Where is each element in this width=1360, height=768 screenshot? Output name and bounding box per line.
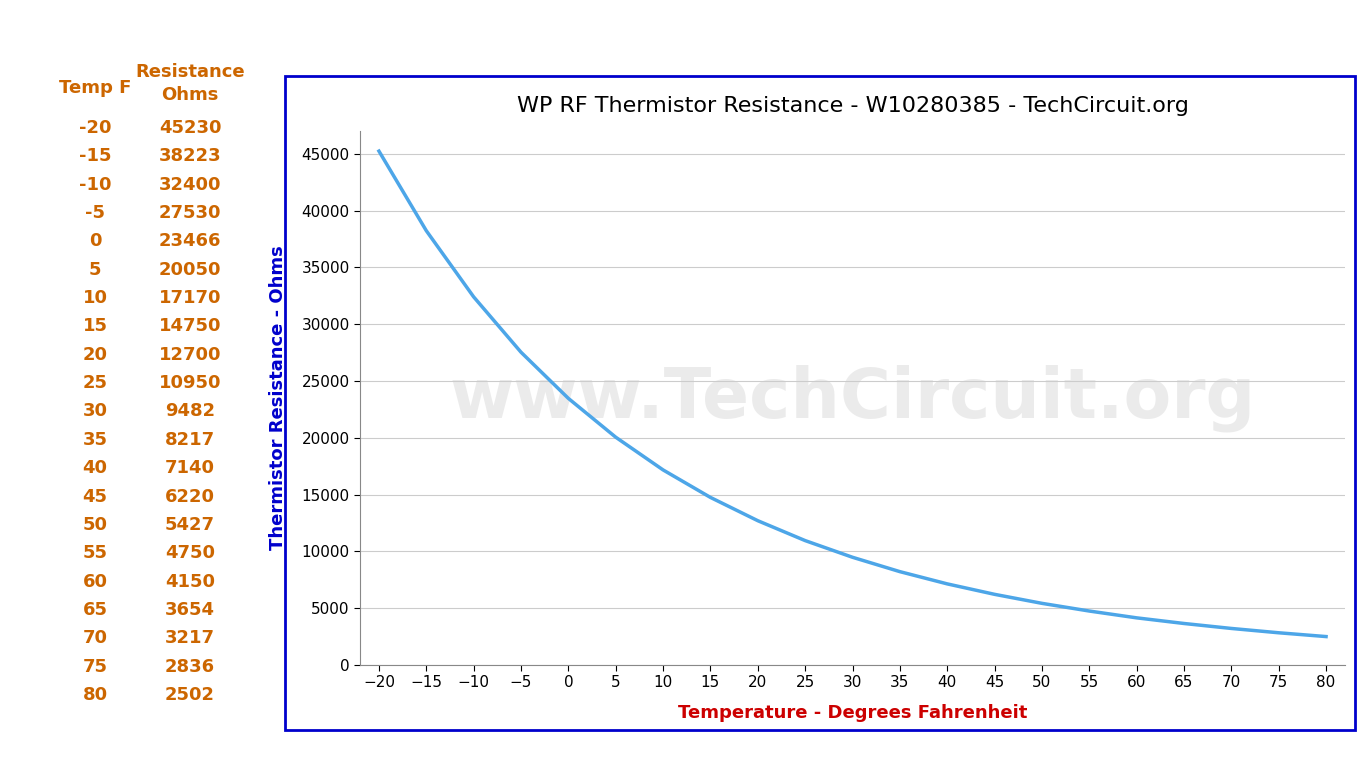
Text: 38223: 38223 (159, 147, 222, 165)
Text: 40: 40 (83, 459, 107, 477)
Text: 45: 45 (83, 488, 107, 505)
Text: 25: 25 (83, 374, 107, 392)
Y-axis label: Thermistor Resistance - Ohms: Thermistor Resistance - Ohms (269, 246, 287, 551)
Text: 60: 60 (83, 573, 107, 591)
Text: Ohms: Ohms (162, 86, 219, 104)
Text: 45230: 45230 (159, 119, 222, 137)
Text: 75: 75 (83, 657, 107, 676)
Text: 65: 65 (83, 601, 107, 619)
Text: 4750: 4750 (165, 545, 215, 562)
Text: 6220: 6220 (165, 488, 215, 505)
Text: 5: 5 (88, 261, 101, 279)
Text: www.TechCircuit.org: www.TechCircuit.org (449, 364, 1255, 432)
Text: 3217: 3217 (165, 629, 215, 647)
Text: 20050: 20050 (159, 261, 222, 279)
Text: 55: 55 (83, 545, 107, 562)
Text: -10: -10 (79, 176, 112, 194)
Text: 80: 80 (83, 686, 107, 704)
Text: 17170: 17170 (159, 289, 222, 307)
Text: 9482: 9482 (165, 402, 215, 421)
Text: 5427: 5427 (165, 516, 215, 534)
Text: 20: 20 (83, 346, 107, 364)
Text: Temp F: Temp F (58, 79, 131, 97)
Text: 70: 70 (83, 629, 107, 647)
Text: 50: 50 (83, 516, 107, 534)
Text: 23466: 23466 (159, 233, 222, 250)
Text: 12700: 12700 (159, 346, 222, 364)
Text: Resistance: Resistance (135, 63, 245, 81)
Text: 27530: 27530 (159, 204, 222, 222)
X-axis label: Temperature - Degrees Fahrenheit: Temperature - Degrees Fahrenheit (677, 704, 1027, 723)
Text: 2836: 2836 (165, 657, 215, 676)
Text: 10950: 10950 (159, 374, 222, 392)
Text: 8217: 8217 (165, 431, 215, 449)
Text: 14750: 14750 (159, 317, 222, 336)
Text: -20: -20 (79, 119, 112, 137)
Text: 3654: 3654 (165, 601, 215, 619)
Text: 0: 0 (88, 233, 101, 250)
Text: 32400: 32400 (159, 176, 222, 194)
Text: 35: 35 (83, 431, 107, 449)
Text: 15: 15 (83, 317, 107, 336)
Text: 7140: 7140 (165, 459, 215, 477)
Title: WP RF Thermistor Resistance - W10280385 - TechCircuit.org: WP RF Thermistor Resistance - W10280385 … (517, 95, 1189, 115)
Text: -15: -15 (79, 147, 112, 165)
Text: 10: 10 (83, 289, 107, 307)
Text: 4150: 4150 (165, 573, 215, 591)
Text: 2502: 2502 (165, 686, 215, 704)
Text: 30: 30 (83, 402, 107, 421)
Text: -5: -5 (84, 204, 105, 222)
